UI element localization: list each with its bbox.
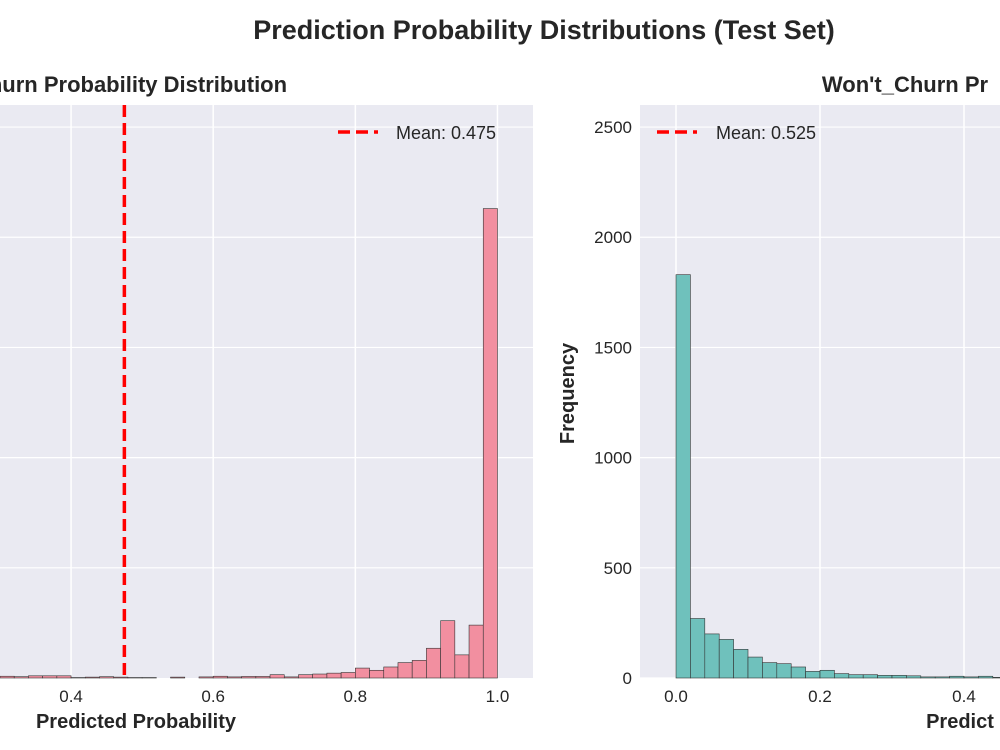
churn-bars [0, 208, 498, 679]
wont-churn-bar [862, 674, 878, 679]
churn-x-ticks: 0.4 0.6 0.8 1.0 [59, 687, 509, 706]
wont-churn-legend: Mean: 0.525 [657, 123, 816, 143]
churn-legend: Mean: 0.475 [338, 123, 496, 143]
wont-churn-bar [848, 674, 864, 679]
churn-bar [440, 620, 456, 679]
churn-bar [170, 676, 186, 679]
wont-churn-bar [747, 656, 763, 679]
wont-churn-bar [978, 675, 994, 679]
wont-churn-panel-title: Won't_Churn Pr [822, 72, 989, 97]
wont-churn-y-axis-label: Frequency [557, 342, 579, 444]
wont-churn-bar [906, 675, 922, 679]
wont-churn-bar [963, 676, 979, 679]
churn-bar [468, 624, 484, 679]
churn-bar [383, 666, 399, 679]
wont-churn-y-tick-label: 500 [604, 559, 632, 578]
churn-bar [227, 676, 242, 679]
churn-bar [355, 667, 370, 679]
wont-churn-bar [762, 662, 778, 679]
churn-x-tick-label: 0.8 [344, 687, 368, 706]
wont-churn-bar [790, 666, 806, 679]
churn-legend-label: Mean: 0.475 [396, 123, 496, 143]
wont-churn-bar [733, 649, 749, 679]
churn-bar [99, 676, 115, 679]
wont-churn-bar [877, 675, 893, 679]
churn-bar [482, 208, 498, 679]
churn-bar [255, 676, 271, 679]
churn-bar [0, 675, 15, 679]
churn-x-tick-label: 1.0 [486, 687, 510, 706]
wont-churn-bars [675, 274, 1000, 679]
churn-bar [312, 673, 328, 679]
wont-churn-bar [992, 677, 1000, 679]
churn-bar [340, 672, 356, 679]
wont-churn-legend-label: Mean: 0.525 [716, 123, 816, 143]
wont-churn-bar [776, 663, 792, 679]
wont-churn-bar [718, 639, 734, 679]
wont-churn-y-ticks: 0 500 1000 1500 2000 2500 [594, 118, 632, 688]
churn-bar [411, 660, 427, 679]
churn-bar [13, 676, 29, 679]
churn-bar [212, 675, 228, 679]
churn-histogram-panel: 0.4 0.6 0.8 1.0 Churn Probability Distribut… [0, 72, 533, 733]
churn-bar [426, 647, 441, 679]
churn-bar [283, 676, 299, 679]
wont-churn-y-tick-label: 1500 [594, 338, 632, 357]
wont-churn-x-tick-label: 0.0 [664, 687, 688, 706]
churn-bar [28, 675, 43, 679]
wont-churn-y-tick-label: 1000 [594, 449, 632, 468]
wont-churn-x-tick-label: 0.2 [808, 687, 832, 706]
churn-plot-area [0, 105, 533, 678]
churn-panel-title: Churn Probability Distribution [0, 72, 287, 97]
churn-bar [326, 672, 342, 679]
churn-bar [369, 669, 385, 679]
wont-churn-y-tick-label: 0 [623, 669, 632, 688]
wont-churn-bar [891, 675, 907, 679]
wont-churn-histogram-panel: 0.0 0.2 0.4 0 500 1000 1500 2000 2500 Won't_Chu… [557, 72, 1000, 733]
wont-churn-bar [920, 676, 936, 679]
churn-gridlines [0, 105, 533, 678]
churn-x-tick-label: 0.4 [59, 687, 83, 706]
churn-bar [269, 674, 285, 679]
wont-churn-bar [819, 669, 835, 679]
wont-churn-bar [704, 633, 720, 679]
churn-bar [397, 662, 413, 679]
wont-churn-x-tick-label: 0.4 [952, 687, 976, 706]
wont-churn-x-axis-label: Predict [926, 711, 994, 733]
wont-churn-y-tick-label: 2000 [594, 228, 632, 247]
wont-churn-x-ticks: 0.0 0.2 0.4 [664, 687, 976, 706]
churn-bar [454, 654, 470, 679]
churn-bar [241, 676, 257, 679]
wont-churn-bar [834, 673, 850, 679]
wont-churn-bar [690, 618, 706, 679]
wont-churn-bar [675, 274, 691, 679]
wont-churn-y-tick-label: 2500 [594, 118, 632, 137]
churn-bar [198, 676, 214, 679]
churn-x-axis-label: Predicted Probability [36, 711, 237, 733]
figure-title: Prediction Probability Distributions (Te… [253, 15, 835, 45]
wont-churn-bar [949, 675, 965, 679]
churn-bar [113, 676, 129, 679]
wont-churn-bar [805, 671, 821, 679]
churn-bar [298, 674, 313, 679]
churn-bar [84, 676, 100, 679]
churn-x-tick-label: 0.6 [201, 687, 225, 706]
churn-bar [42, 675, 58, 679]
wont-churn-bar [934, 676, 950, 679]
churn-bar [56, 675, 72, 679]
